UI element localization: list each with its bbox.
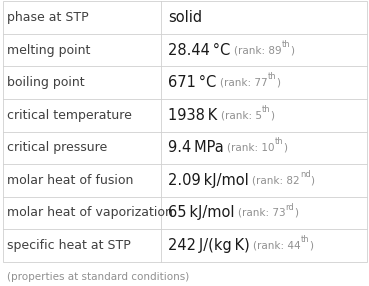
- Text: molar heat of vaporization: molar heat of vaporization: [7, 206, 173, 219]
- Text: ): ): [294, 208, 299, 218]
- Text: (rank: 77: (rank: 77: [220, 78, 268, 88]
- Text: ): ): [283, 143, 287, 153]
- Text: ): ): [310, 241, 314, 251]
- Text: 2.09 kJ/mol: 2.09 kJ/mol: [168, 173, 249, 188]
- Text: 9.4 MPa: 9.4 MPa: [168, 140, 224, 155]
- Text: solid: solid: [168, 10, 202, 25]
- Text: 65 kJ/mol: 65 kJ/mol: [168, 205, 234, 221]
- Text: nd: nd: [300, 170, 311, 179]
- Text: th: th: [275, 138, 283, 146]
- Text: (rank: 73: (rank: 73: [238, 208, 286, 218]
- Text: th: th: [262, 105, 270, 114]
- Text: ): ): [276, 78, 280, 88]
- Text: 671 °C: 671 °C: [168, 75, 216, 90]
- Text: (rank: 89: (rank: 89: [234, 45, 282, 55]
- Text: (properties at standard conditions): (properties at standard conditions): [7, 273, 190, 282]
- Text: critical pressure: critical pressure: [7, 141, 108, 154]
- Text: th: th: [282, 40, 290, 49]
- Text: rd: rd: [286, 202, 294, 212]
- Text: th: th: [268, 72, 276, 82]
- Text: (rank: 82: (rank: 82: [252, 175, 300, 185]
- Text: th: th: [301, 235, 310, 244]
- Text: (rank: 44: (rank: 44: [254, 241, 301, 251]
- Text: molar heat of fusion: molar heat of fusion: [7, 174, 134, 187]
- Text: 242 J/(kg K): 242 J/(kg K): [168, 238, 250, 253]
- Text: (rank: 10: (rank: 10: [227, 143, 275, 153]
- Text: critical temperature: critical temperature: [7, 109, 132, 122]
- Text: (rank: 5: (rank: 5: [221, 110, 262, 120]
- Text: ): ): [311, 175, 315, 185]
- Text: ): ): [290, 45, 294, 55]
- Text: 1938 K: 1938 K: [168, 108, 217, 123]
- Text: phase at STP: phase at STP: [7, 11, 89, 24]
- Text: boiling point: boiling point: [7, 76, 85, 89]
- Text: specific heat at STP: specific heat at STP: [7, 239, 131, 252]
- Text: ): ): [270, 110, 275, 120]
- Text: 28.44 °C: 28.44 °C: [168, 43, 230, 58]
- Text: melting point: melting point: [7, 44, 91, 57]
